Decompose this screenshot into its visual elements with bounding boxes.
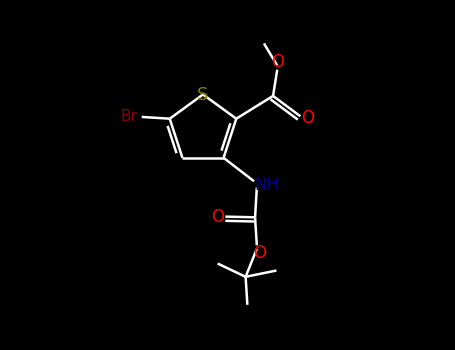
Text: NH: NH: [254, 176, 279, 194]
Text: O: O: [253, 244, 266, 262]
Text: O: O: [271, 53, 284, 71]
Text: O: O: [302, 109, 314, 127]
Text: O: O: [211, 208, 224, 226]
Text: S: S: [197, 85, 209, 104]
Text: Br: Br: [120, 110, 137, 125]
